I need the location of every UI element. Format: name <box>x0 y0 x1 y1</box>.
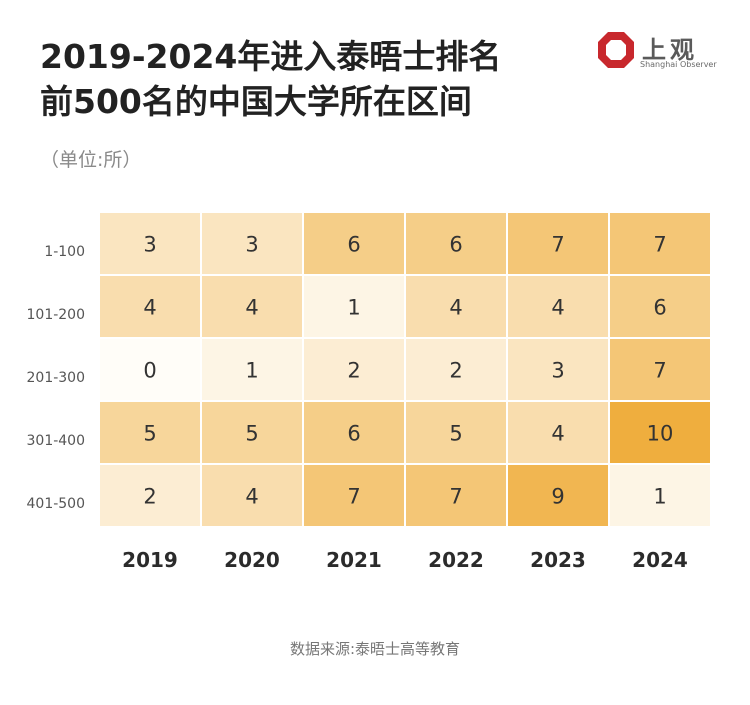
y-tick-label: 301-400 <box>27 433 86 449</box>
cell-value-label: 6 <box>449 233 462 257</box>
cell-value-label: 4 <box>143 296 156 320</box>
heatmap-chart: 3 3 6 6 7 7 4 4 1 4 4 6 0 1 2 2 3 7 5 5 6 5 4 10 2 4 7 7 9 1 1-100 101-… <box>27 213 710 572</box>
heatmap-cell <box>508 465 608 526</box>
cell-value-label: 1 <box>653 485 666 509</box>
cell-value-label: 5 <box>143 422 156 446</box>
heatmap-cell <box>610 339 710 400</box>
cell-value-label: 4 <box>245 485 258 509</box>
heatmap-cell <box>100 213 200 274</box>
x-tick-label: 2023 <box>530 548 586 572</box>
cell-value-label: 5 <box>245 422 258 446</box>
heatmap-cell <box>304 339 404 400</box>
heatmap-cell <box>202 402 302 463</box>
cell-value-label: 2 <box>347 359 360 383</box>
cell-value-label: 1 <box>245 359 258 383</box>
shanghai-observer-logo: 上观 Shanghai Observer <box>596 30 726 75</box>
data-source: 数据来源:泰晤士高等教育 <box>289 640 461 658</box>
heatmap-cell <box>304 402 404 463</box>
heatmap-cell <box>304 276 404 337</box>
x-tick-label: 2022 <box>428 548 484 572</box>
heatmap-cell <box>304 465 404 526</box>
cell-value-label: 7 <box>653 233 666 257</box>
cell-value-label: 7 <box>653 359 666 383</box>
x-tick-label: 2020 <box>224 548 280 572</box>
heatmap-cell <box>202 339 302 400</box>
cell-value-label: 7 <box>551 233 564 257</box>
logo-name-en: Shanghai Observer <box>640 60 717 69</box>
cell-value-label: 3 <box>245 233 258 257</box>
heatmap-cell <box>304 213 404 274</box>
cell-value-label: 10 <box>647 422 674 446</box>
cell-value-label: 4 <box>245 296 258 320</box>
heatmap-cell <box>610 213 710 274</box>
title-line-1: 2019-2024年进入泰晤士排名 <box>40 37 502 76</box>
cell-value-label: 6 <box>347 422 360 446</box>
x-tick-label: 2021 <box>326 548 382 572</box>
heatmap-cell <box>508 402 608 463</box>
x-tick-label: 2019 <box>122 548 178 572</box>
y-tick-label: 401-500 <box>27 496 86 512</box>
cell-value-label: 4 <box>449 296 462 320</box>
cell-value-label: 7 <box>449 485 462 509</box>
heatmap-cell <box>406 402 506 463</box>
y-tick-label: 101-200 <box>27 307 86 323</box>
heatmap-cell <box>508 339 608 400</box>
cell-value-label: 4 <box>551 296 564 320</box>
y-tick-label: 1-100 <box>44 244 85 260</box>
cell-value-label: 4 <box>551 422 564 446</box>
heatmap-cell <box>406 276 506 337</box>
heatmap-cell <box>610 402 710 463</box>
cell-value-label: 6 <box>653 296 666 320</box>
heatmap-cell <box>406 213 506 274</box>
heatmap-cell <box>202 213 302 274</box>
heatmap-cell <box>610 276 710 337</box>
cell-value-label: 1 <box>347 296 360 320</box>
heatmap-cell <box>610 465 710 526</box>
logo-mark-icon <box>598 32 634 68</box>
cell-value-label: 6 <box>347 233 360 257</box>
heatmap-cell <box>100 339 200 400</box>
y-tick-label: 201-300 <box>27 370 86 386</box>
heatmap-cell <box>406 339 506 400</box>
cell-value-label: 9 <box>551 485 564 509</box>
heatmap-cell <box>202 276 302 337</box>
heatmap-cell <box>100 276 200 337</box>
heatmap-cell <box>100 402 200 463</box>
cell-value-label: 2 <box>143 485 156 509</box>
cell-value-label: 2 <box>449 359 462 383</box>
heatmap-cell <box>100 465 200 526</box>
cell-value-label: 5 <box>449 422 462 446</box>
title-line-2: 前500名的中国大学所在区间 <box>40 82 472 121</box>
cell-value-label: 3 <box>551 359 564 383</box>
heatmap-cell <box>508 213 608 274</box>
logo-name-cn: 上观 <box>642 36 698 64</box>
heatmap-cell <box>406 465 506 526</box>
cell-value-label: 0 <box>143 359 156 383</box>
chart-title: 2019-2024年进入泰晤士排名 前500名的中国大学所在区间 <box>40 34 501 124</box>
cell-value-label: 7 <box>347 485 360 509</box>
heatmap-cell <box>508 276 608 337</box>
heatmap-cell <box>202 465 302 526</box>
x-tick-label: 2024 <box>632 548 688 572</box>
cell-value-label: 3 <box>143 233 156 257</box>
unit-label: （单位:所） <box>40 149 142 171</box>
